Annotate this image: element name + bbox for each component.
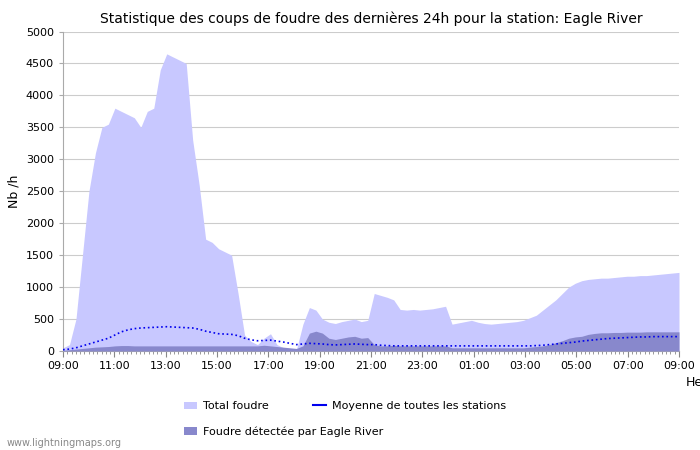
Title: Statistique des coups de foudre des dernières 24h pour la station: Eagle River: Statistique des coups de foudre des dern… [99,12,643,26]
Text: Heure: Heure [686,376,700,389]
Text: www.lightningmaps.org: www.lightningmaps.org [7,438,122,448]
Legend: Foudre détectée par Eagle River: Foudre détectée par Eagle River [179,422,388,441]
Y-axis label: Nb /h: Nb /h [7,175,20,208]
